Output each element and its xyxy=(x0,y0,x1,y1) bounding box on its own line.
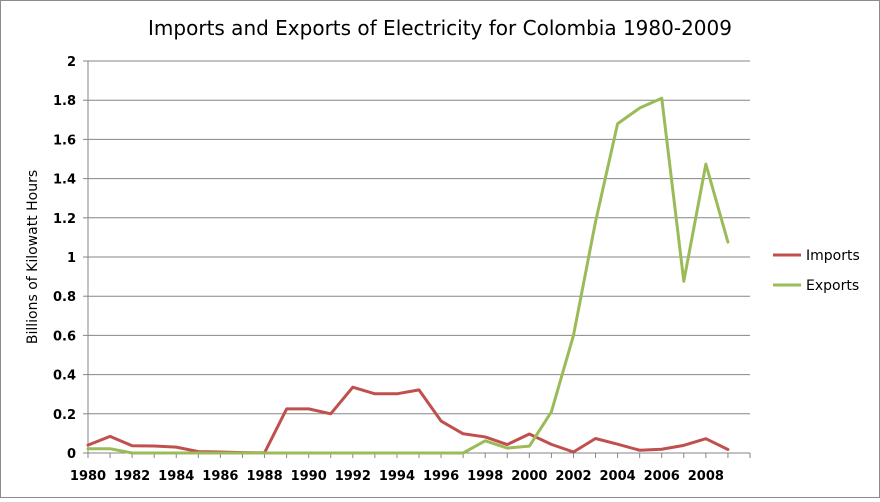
x-tick-label: 1988 xyxy=(246,469,282,484)
x-tick-label: 2006 xyxy=(644,469,680,484)
y-tick-label: 0.8 xyxy=(53,290,76,305)
x-tick-label: 1980 xyxy=(70,469,106,484)
x-tick-label: 1982 xyxy=(114,469,150,484)
gridlines xyxy=(88,60,750,415)
y-tick-label: 2 xyxy=(67,55,76,70)
x-tick-label: 2002 xyxy=(555,469,591,484)
series-line-exports xyxy=(86,96,730,455)
legend-label-imports: Imports xyxy=(806,248,860,264)
x-tick-label: 2004 xyxy=(600,469,636,484)
series-lines xyxy=(86,96,730,455)
y-tick-label: 1.2 xyxy=(53,212,76,227)
y-tick-label: 0 xyxy=(67,447,76,462)
y-tick-label: 1 xyxy=(67,251,76,266)
x-tick-label: 1996 xyxy=(423,469,459,484)
y-tick-label: 1.4 xyxy=(53,173,76,188)
y-tick-labels: 0 0.2 0.4 0.6 0.8 1 1.2 1.4 1.6 1.8 2 xyxy=(53,55,76,462)
x-tick-labels: 1980 1982 1984 1986 1988 1990 1992 1994 1996 1998… xyxy=(70,469,724,484)
y-tick-label: 0.6 xyxy=(53,329,76,344)
y-tick-label: 0.4 xyxy=(53,369,76,384)
legend: Imports Exports xyxy=(773,248,860,294)
x-tick-label: 1990 xyxy=(291,469,327,484)
series-line-imports xyxy=(86,385,730,455)
x-tick-label: 2000 xyxy=(511,469,547,484)
y-axis-label: Billions of Kilowatt Hours xyxy=(25,170,41,344)
y-tick-label: 1.6 xyxy=(53,133,76,148)
x-tick-label: 1998 xyxy=(467,469,503,484)
y-tick-label: 1.8 xyxy=(53,94,76,109)
x-tick-label: 1994 xyxy=(379,469,415,484)
x-tick-label: 1986 xyxy=(202,469,238,484)
legend-label-exports: Exports xyxy=(806,278,859,294)
x-tick-label: 1992 xyxy=(335,469,371,484)
x-tick-label: 2008 xyxy=(688,469,724,484)
chart-title: Imports and Exports of Electricity for C… xyxy=(148,16,732,40)
y-tick-label: 0.2 xyxy=(53,408,76,423)
x-tick-label: 1984 xyxy=(158,469,194,484)
axes xyxy=(83,60,751,458)
